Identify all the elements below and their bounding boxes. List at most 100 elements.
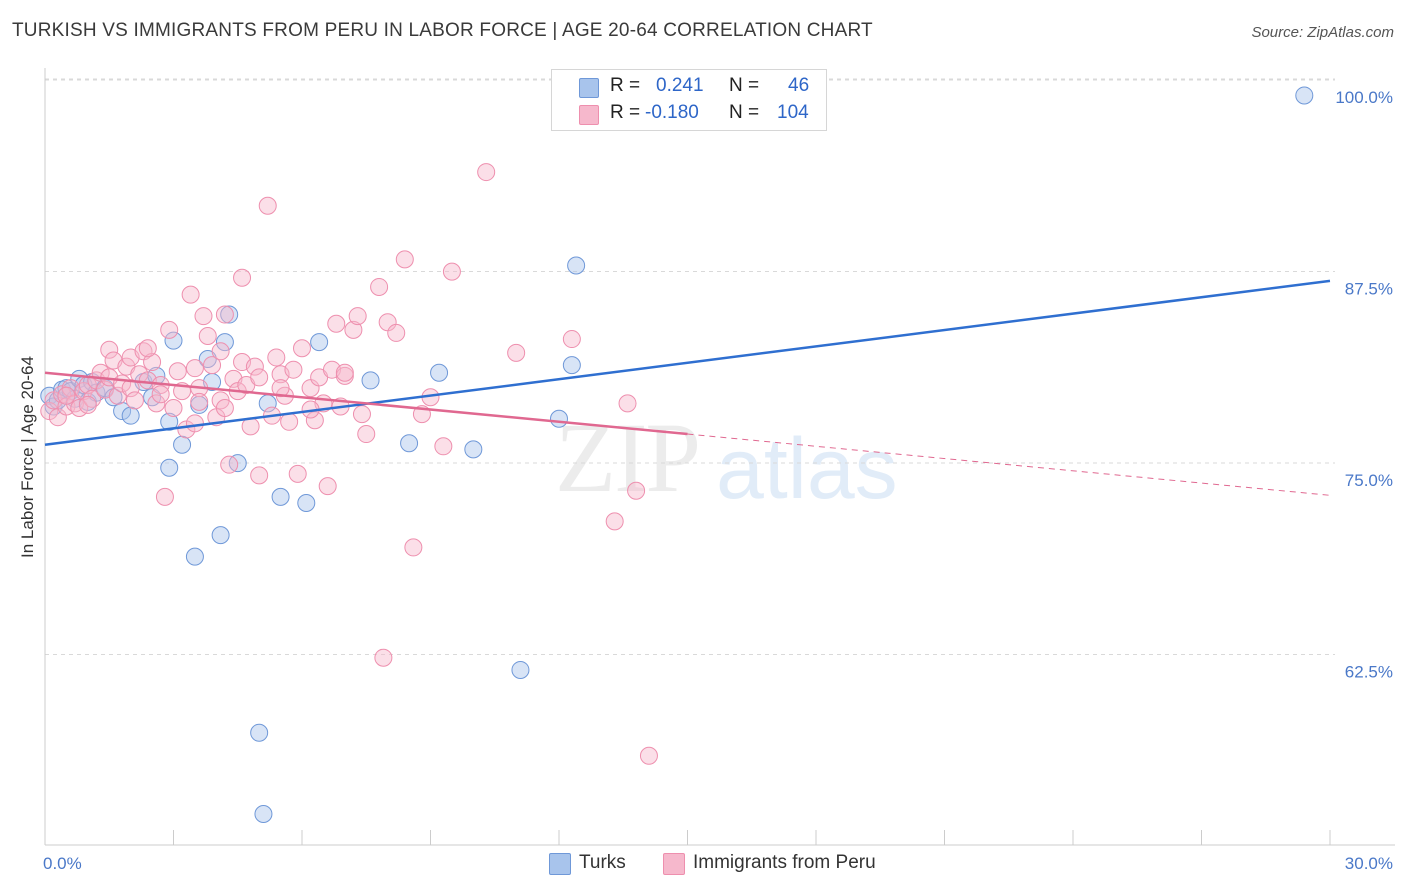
peru-point <box>147 394 166 413</box>
peru-point <box>267 348 286 367</box>
turks-legend-label: Turks <box>579 852 626 873</box>
peru-point <box>233 268 252 287</box>
peru-point <box>374 648 393 667</box>
legend-r-value: 0.241 <box>656 75 704 96</box>
peru-trend-extension <box>687 433 1331 496</box>
peru-point <box>348 307 367 326</box>
x-tick-label: 30.0% <box>1345 854 1393 873</box>
peru-point <box>387 323 406 342</box>
turks-trend-line <box>44 279 1331 447</box>
peru-point <box>57 386 76 405</box>
turks-point <box>361 371 380 390</box>
peru-point <box>639 746 658 765</box>
turks-swatch <box>579 78 599 98</box>
peru-point <box>250 368 269 387</box>
peru-point <box>160 320 179 339</box>
source-label: Source: ZipAtlas.com <box>1251 24 1394 41</box>
peru-point <box>168 362 187 381</box>
trend-lines <box>44 279 1331 496</box>
y-tick-label: 100.0% <box>1335 88 1393 107</box>
turks-point <box>250 723 269 742</box>
turks-point <box>160 458 179 477</box>
peru-point <box>318 477 337 496</box>
turks-point <box>1295 86 1314 105</box>
turks-point <box>430 363 449 382</box>
peru-point <box>258 196 277 215</box>
peru-point <box>284 360 303 379</box>
watermark-atlas: atlas <box>716 421 898 517</box>
peru-point <box>185 414 204 433</box>
peru-point <box>442 262 461 281</box>
legend-row-peru: R = -0.180 N = 104 <box>552 102 826 128</box>
peru-point <box>250 466 269 485</box>
legend-n-value: 46 <box>788 75 810 96</box>
turks-point <box>254 804 273 823</box>
peru-point <box>288 464 307 483</box>
peru-point <box>327 314 346 333</box>
turks-point <box>562 356 581 375</box>
peru-point <box>271 379 290 398</box>
legend: R = 0.241 N = 46 R = -0.180 N = 104 <box>551 69 827 131</box>
turks-point <box>215 333 234 352</box>
peru-point <box>335 363 354 382</box>
axes <box>44 68 1395 846</box>
peru-points <box>40 163 658 765</box>
peru-point <box>215 398 234 417</box>
peru-legend-swatch <box>663 853 685 875</box>
peru-point <box>618 394 637 413</box>
turks-point <box>160 412 179 431</box>
x-tick-label: 0.0% <box>43 854 82 873</box>
legend-n-label: N = <box>729 102 760 123</box>
turks-point <box>464 440 483 459</box>
peru-point <box>185 359 204 378</box>
peru-point <box>404 538 423 557</box>
peru-point <box>151 385 170 404</box>
turks-point <box>271 487 290 506</box>
peru-point <box>100 340 119 359</box>
peru-point <box>293 339 311 358</box>
peru-point <box>280 412 299 431</box>
legend-row-turks: R = 0.241 N = 46 <box>552 75 826 101</box>
peru-point <box>155 487 174 506</box>
peru-point <box>305 411 324 430</box>
peru-point <box>211 342 230 361</box>
peru-point <box>78 395 97 414</box>
turks-points <box>40 86 1314 823</box>
turks-point <box>511 660 530 679</box>
peru-point <box>190 392 209 411</box>
peru-point <box>395 250 414 269</box>
turks-point <box>310 333 329 352</box>
peru-point <box>605 512 624 531</box>
peru-point <box>125 391 144 410</box>
peru-point <box>138 339 157 358</box>
turks-legend-swatch <box>549 853 571 875</box>
peru-point <box>164 398 183 417</box>
legend-r-label: R = <box>610 102 641 123</box>
peru-point <box>198 326 217 345</box>
peru-legend-label: Immigrants from Peru <box>693 852 876 873</box>
peru-point <box>370 277 389 296</box>
tick-labels: 62.5% 75.0% 87.5% 100.0% 0.0% 30.0% <box>43 88 1393 873</box>
peru-point <box>434 437 453 456</box>
turks-point <box>173 435 192 454</box>
turks-point <box>121 406 140 425</box>
peru-point <box>477 163 496 182</box>
peru-point <box>220 455 239 474</box>
peru-point <box>181 285 200 304</box>
turks-point <box>567 256 586 275</box>
peru-point <box>194 307 213 326</box>
peru-point <box>215 305 234 324</box>
peru-point <box>562 330 581 349</box>
y-tick-label: 87.5% <box>1345 280 1393 299</box>
peru-point <box>344 320 363 339</box>
legend-r-label: R = <box>610 75 641 96</box>
turks-point <box>220 305 239 324</box>
turks-point <box>400 434 419 453</box>
chart-title: TURKISH VS IMMIGRANTS FROM PERU IN LABOR… <box>12 20 873 41</box>
grid-lines <box>45 78 1335 655</box>
legend-r-value: -0.180 <box>645 102 699 123</box>
turks-point <box>297 493 316 512</box>
peru-point <box>357 425 376 444</box>
peru-point <box>203 356 222 375</box>
y-tick-label: 62.5% <box>1345 663 1393 682</box>
